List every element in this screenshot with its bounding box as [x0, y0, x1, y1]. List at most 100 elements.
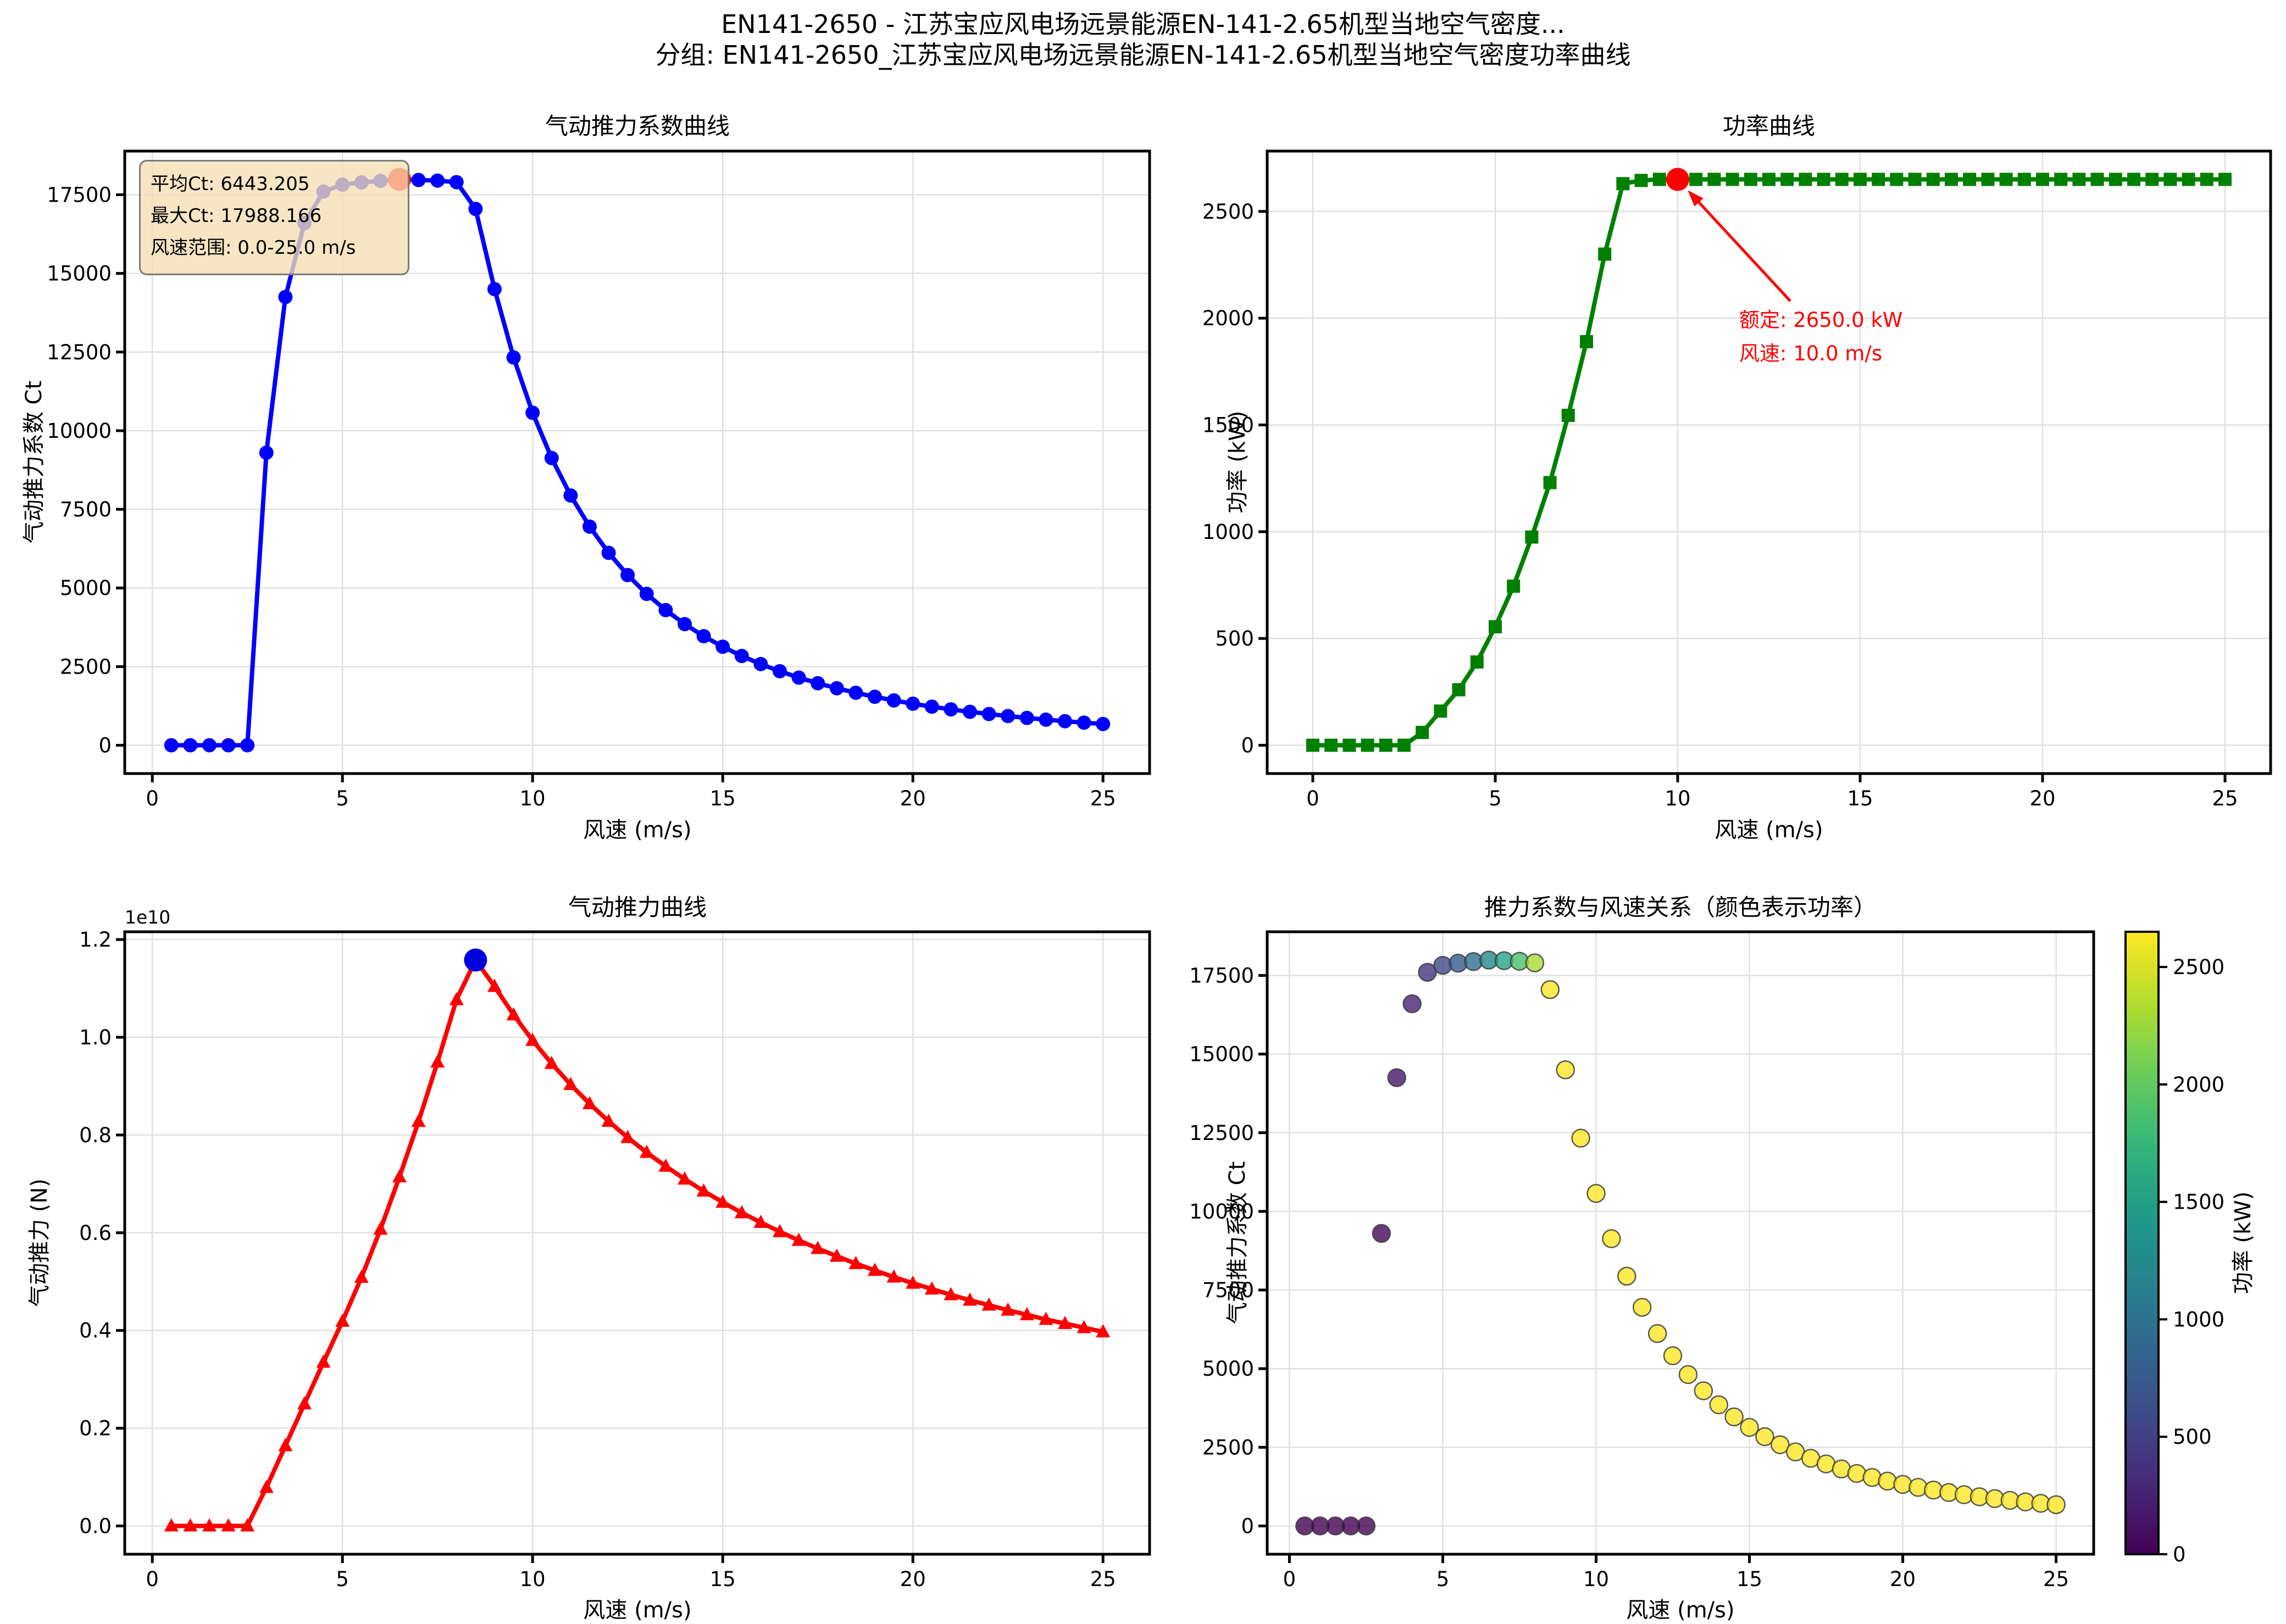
rated-annotation-arrow [1688, 190, 1791, 302]
svg-text:5: 5 [336, 787, 349, 810]
ct-curve-spines [123, 149, 1151, 775]
thrust-curve-ticks: 0 5 10 15 20 25 0.0 0.2 0.4 0.6 0.8 1.0 1.2 [79, 928, 1116, 1591]
svg-text:1000: 1000 [1202, 520, 1254, 544]
svg-text:0.4: 0.4 [79, 1319, 112, 1343]
scatter-ylabel: 气动推力系数 Ct [1225, 1161, 1250, 1325]
svg-text:0: 0 [98, 734, 112, 758]
power-curve-series [1306, 173, 2232, 752]
svg-text:10: 10 [520, 1567, 546, 1591]
svg-text:15000: 15000 [1189, 1043, 1254, 1066]
thrust-curve-xlabel: 风速 (m/s) [583, 1598, 692, 1623]
svg-text:2500: 2500 [2173, 955, 2224, 979]
thrust-curve-ylabel: 气动推力 (N) [27, 1178, 52, 1307]
svg-text:12500: 12500 [1189, 1121, 1254, 1145]
rated-power-line: 额定: 2650.0 kW [1739, 308, 1903, 332]
svg-text:0: 0 [1306, 787, 1319, 810]
ct-curve-xlabel: 风速 (m/s) [583, 817, 692, 843]
figure-suptitle-line1: EN141-2650 - 江苏宝应风电场远景能源EN-141-2.65机型当地空… [721, 9, 1565, 39]
thrust-curve-series [164, 952, 1111, 1532]
svg-text:1000: 1000 [2173, 1308, 2224, 1331]
svg-text:20: 20 [900, 1567, 926, 1591]
svg-text:10000: 10000 [1189, 1200, 1254, 1223]
ct-vs-wind-scatter-ticks: 0 5 10 15 20 25 0 2500 5000 7500 10000 12500 15000 17… [1189, 964, 2069, 1591]
ct-curve-title: 气动推力系数曲线 [545, 113, 730, 140]
svg-text:1500: 1500 [1202, 413, 1254, 437]
svg-text:0: 0 [1241, 1515, 1254, 1538]
power-curve-ylabel: 功率 (kW) [1225, 410, 1250, 514]
ct-stats-max: 最大Ct: 17988.166 [151, 205, 322, 227]
svg-text:0.6: 0.6 [79, 1221, 112, 1245]
svg-text:2500: 2500 [1202, 1436, 1254, 1459]
svg-text:2500: 2500 [1202, 200, 1254, 224]
ct-vs-wind-scatter-points [1295, 950, 2066, 1536]
colorbar-label: 功率 (kW) [2230, 1191, 2256, 1294]
svg-text:10: 10 [1664, 787, 1690, 810]
svg-text:0: 0 [1241, 734, 1254, 758]
power-curve-grid [1267, 151, 2271, 774]
svg-text:0: 0 [2173, 1543, 2186, 1566]
ct-vs-wind-scatter-grid [1267, 932, 2094, 1554]
power-curve-spines [1266, 149, 2272, 775]
svg-text:0: 0 [146, 787, 159, 810]
power-colorbar: 0 500 1000 1500 2000 2500 [2124, 931, 2224, 1566]
svg-text:2500: 2500 [60, 655, 112, 678]
svg-text:20: 20 [2029, 787, 2055, 810]
scatter-title: 推力系数与风速关系（颜色表示功率） [1484, 894, 1877, 921]
svg-text:12500: 12500 [47, 341, 112, 364]
svg-text:0: 0 [146, 1567, 159, 1591]
thrust-curve-highlight-point [464, 948, 487, 972]
svg-text:500: 500 [1215, 627, 1254, 650]
rated-speed-line: 风速: 10.0 m/s [1739, 342, 1883, 365]
power-curve-ticks: 0 5 10 15 20 25 0 500 1000 1500 2000 2500 [1202, 200, 2238, 810]
svg-text:500: 500 [2173, 1425, 2212, 1449]
svg-text:25: 25 [1090, 787, 1116, 810]
svg-text:0: 0 [1283, 1567, 1296, 1591]
svg-text:5: 5 [1489, 787, 1502, 810]
svg-text:2000: 2000 [1202, 307, 1254, 330]
svg-text:7500: 7500 [60, 498, 112, 521]
svg-text:5000: 5000 [1202, 1357, 1254, 1381]
power-curve-xlabel: 风速 (m/s) [1715, 817, 1823, 843]
svg-text:2000: 2000 [2173, 1073, 2224, 1097]
svg-text:1500: 1500 [2173, 1191, 2224, 1214]
svg-text:17500: 17500 [47, 183, 112, 207]
power-curve-plot: 0 5 10 15 20 25 0 500 1000 1500 2000 2500 [1202, 149, 2272, 810]
thrust-curve-plot: 0 5 10 15 20 25 0.0 0.2 0.4 0.6 0.8 1.0 1.2 [79, 928, 1151, 1591]
ct-stats-mean: 平均Ct: 6443.205 [151, 173, 310, 195]
thrust-axis-offset-text: 1e10 [125, 906, 171, 928]
rated-power-annotation: 额定: 2650.0 kW 风速: 10.0 m/s [1739, 303, 1902, 370]
svg-text:15: 15 [1847, 787, 1873, 810]
svg-text:1.0: 1.0 [79, 1026, 112, 1049]
svg-text:10: 10 [1583, 1567, 1609, 1591]
ct-stats-tooltip: 平均Ct: 6443.205 最大Ct: 17988.166 风速范围: 0.0… [139, 160, 409, 275]
ct-curve-grid [125, 151, 1150, 774]
svg-text:25: 25 [2043, 1567, 2069, 1591]
svg-text:15: 15 [1736, 1567, 1762, 1591]
svg-text:15: 15 [710, 1567, 736, 1591]
svg-text:25: 25 [2212, 787, 2238, 810]
ct-curve-ylabel: 气动推力系数 Ct [21, 380, 47, 544]
ct-stats-range: 风速范围: 0.0-25.0 m/s [151, 237, 356, 259]
thrust-curve-grid [125, 932, 1150, 1554]
svg-text:15000: 15000 [47, 262, 112, 286]
svg-text:7500: 7500 [1202, 1278, 1254, 1302]
svg-text:5000: 5000 [60, 576, 112, 600]
svg-text:0.2: 0.2 [79, 1417, 112, 1441]
svg-text:20: 20 [900, 787, 926, 810]
svg-text:15: 15 [710, 787, 736, 810]
ct-curve-ticks: 0 5 10 15 20 25 0 2500 5000 7500 10000 12500 15000 17… [47, 183, 1116, 810]
power-curve-title: 功率曲线 [1722, 113, 1816, 140]
svg-text:17500: 17500 [1189, 964, 1254, 987]
ct-curve-series [164, 172, 1111, 753]
ct-vs-wind-scatter-plot: 0 5 10 15 20 25025005000750010000125001500017… [1189, 930, 2224, 1591]
ct-curve-plot: 0 5 10 15 20 25 0 2500 5000 7500 10000 12500 15000 17… [47, 149, 1151, 810]
svg-text:1.2: 1.2 [79, 928, 112, 952]
thrust-curve-spines [123, 930, 1151, 1556]
svg-text:0.8: 0.8 [79, 1124, 112, 1147]
svg-text:5: 5 [336, 1567, 349, 1591]
svg-text:25: 25 [1090, 1567, 1116, 1591]
figure-suptitle-line2: 分组: EN141-2650_江苏宝应风电场远景能源EN-141-2.65机型当… [655, 40, 1631, 70]
svg-text:10000: 10000 [47, 419, 112, 443]
